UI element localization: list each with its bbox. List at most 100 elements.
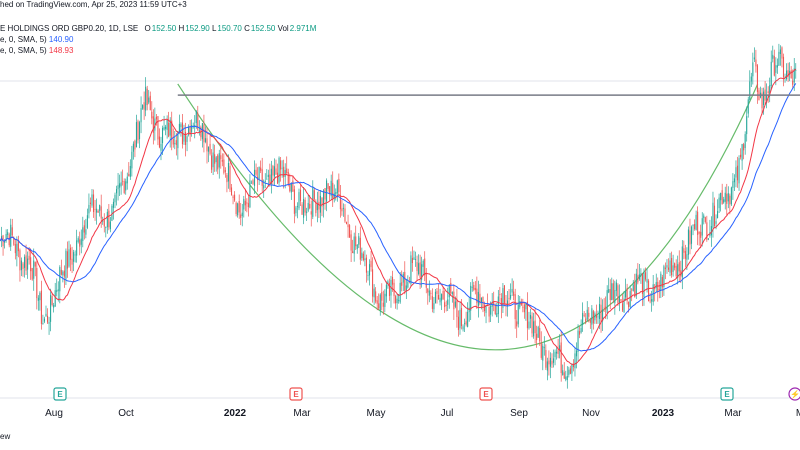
- event-marker[interactable]: E: [53, 387, 67, 401]
- candle-body: [240, 214, 242, 218]
- ma-fast-line: [0, 68, 797, 365]
- candle-body: [310, 211, 312, 215]
- ma-fast-label: e, 0, SMA, 5): [0, 46, 47, 55]
- candle-body: [697, 211, 699, 235]
- event-marker[interactable]: ⚡: [788, 387, 800, 401]
- candle-body: [571, 364, 573, 374]
- candle-body: [430, 292, 432, 294]
- candle-body: [411, 257, 413, 264]
- candle-body: [574, 353, 576, 369]
- candle-body: [11, 227, 13, 236]
- close-label: C: [244, 24, 250, 33]
- candle-body: [37, 297, 39, 301]
- candle-body: [671, 257, 673, 276]
- candle-body: [293, 189, 295, 214]
- event-marker[interactable]: E: [289, 387, 303, 401]
- candle-body: [623, 298, 625, 313]
- candle-body: [424, 258, 426, 276]
- x-tick-label: May: [367, 408, 386, 419]
- candle-body: [329, 186, 331, 194]
- candle-body: [464, 323, 466, 325]
- candle-body: [88, 204, 90, 214]
- candle-body: [54, 290, 56, 307]
- candle-body: [646, 279, 648, 283]
- candle-body: [396, 298, 398, 304]
- candle-body: [284, 170, 286, 177]
- candle-body: [22, 263, 24, 269]
- candle-body: [295, 207, 297, 214]
- chart-header: hed on TradingView.com, Apr 25, 2023 11:…: [0, 0, 800, 60]
- candle-body: [405, 285, 407, 292]
- candle-body: [224, 170, 226, 172]
- candle-body: [648, 280, 650, 302]
- candle-body: [680, 270, 682, 277]
- candle-body: [793, 68, 795, 83]
- candle-body: [577, 330, 579, 352]
- candle-body: [206, 138, 208, 152]
- candle-body: [744, 134, 746, 149]
- candle-body: [338, 178, 340, 193]
- candle-body: [626, 287, 628, 302]
- candle-body: [404, 271, 406, 291]
- candle-body: [703, 215, 705, 219]
- candle-body: [421, 264, 423, 280]
- candle-body: [778, 51, 780, 66]
- candle-body: [191, 125, 193, 133]
- ohlc-legend: E HOLDINGS ORD GBP0.20, 1D, LSE O152.50 …: [0, 24, 316, 33]
- candle-body: [465, 321, 467, 325]
- candle-body: [197, 113, 199, 130]
- candle-body: [594, 313, 596, 321]
- candle-body: [155, 116, 157, 120]
- candle-body: [249, 180, 251, 208]
- candle-body: [712, 202, 714, 228]
- candle-body: [126, 176, 128, 184]
- candle-body: [212, 152, 214, 168]
- candle-body: [234, 194, 236, 201]
- candle-body: [407, 282, 409, 288]
- candle-body: [741, 144, 743, 161]
- candle-body: [381, 291, 383, 301]
- candle-body: [583, 314, 585, 316]
- candle-body: [102, 220, 104, 222]
- candle-body: [789, 70, 791, 75]
- candle-body: [526, 301, 528, 329]
- candle-body: [267, 174, 269, 178]
- candle-body: [244, 200, 246, 206]
- candle-body: [414, 259, 417, 260]
- candle-body: [706, 222, 708, 240]
- candle-body: [556, 351, 558, 354]
- candle-body: [609, 289, 611, 300]
- candle-body: [229, 165, 231, 190]
- candle-body: [36, 268, 38, 299]
- candle-body: [551, 360, 553, 365]
- candle-body: [215, 157, 217, 163]
- candle-body: [692, 225, 694, 227]
- candle-body: [447, 299, 449, 305]
- candle-body: [603, 307, 605, 309]
- candle-body: [209, 143, 211, 154]
- candle-body: [710, 226, 712, 236]
- candle-body: [539, 328, 541, 342]
- candle-body: [79, 239, 81, 247]
- x-tick-label: 2023: [652, 408, 675, 419]
- candle-body: [344, 208, 346, 222]
- open-value: 152.50: [151, 24, 177, 33]
- event-marker[interactable]: E: [720, 387, 734, 401]
- candle-body: [138, 122, 141, 140]
- candle-body: [174, 143, 176, 145]
- candle-body: [304, 199, 306, 213]
- candle-body: [488, 307, 490, 317]
- candle-body: [145, 86, 147, 111]
- candle-body: [292, 180, 294, 192]
- candle-body: [342, 207, 344, 209]
- candle-body: [46, 315, 49, 323]
- candle-body: [674, 263, 676, 268]
- candle-body: [621, 303, 624, 311]
- candle-body: [690, 226, 693, 244]
- candle-body: [106, 211, 108, 228]
- event-marker[interactable]: E: [479, 387, 493, 401]
- candle-body: [663, 266, 665, 287]
- candle-body: [33, 260, 35, 279]
- candle-body: [272, 165, 274, 176]
